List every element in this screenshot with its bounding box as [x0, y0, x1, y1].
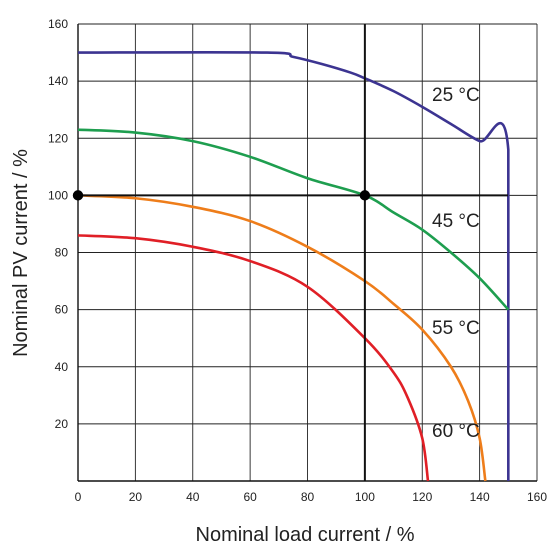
- x-tick-label: 40: [186, 490, 200, 504]
- x-tick-label: 160: [527, 490, 547, 504]
- y-tick-label: 100: [48, 188, 68, 202]
- series-label-45c: 45 °C: [432, 211, 480, 232]
- y-tick-label: 160: [48, 17, 68, 31]
- series-label-25c: 25 °C: [432, 85, 480, 106]
- x-tick-label: 80: [301, 490, 315, 504]
- y-tick-label: 60: [55, 303, 69, 317]
- reference-point: [72, 190, 84, 201]
- x-tick-label: 60: [243, 490, 257, 504]
- series-label-60c: 60 °C: [432, 421, 480, 442]
- series-label-55c: 55 °C: [432, 318, 480, 339]
- x-axis-title: Nominal load current / %: [196, 524, 415, 546]
- x-tick-label: 140: [470, 490, 490, 504]
- series-labels: 25 °C 45 °C 55 °C 60 °C: [432, 85, 480, 442]
- y-tick-label: 140: [48, 74, 68, 88]
- series-line-55c: [77, 194, 487, 482]
- reference-point: [359, 190, 371, 201]
- x-tick-label: 0: [75, 490, 82, 504]
- y-tick-label: 40: [55, 360, 69, 374]
- reference-lines: [72, 24, 508, 481]
- y-axis-title: Nominal PV current / %: [10, 149, 32, 357]
- y-tick-label: 120: [48, 131, 68, 145]
- y-tick-label: 20: [55, 417, 69, 431]
- x-tick-label: 100: [355, 490, 375, 504]
- series-line-25c: [77, 50, 510, 481]
- tick-labels: 0 20 40 60 80 100 120 140 160 20 40 60 80 100 120 140 16…: [48, 17, 547, 504]
- y-tick-label: 80: [55, 246, 69, 260]
- x-tick-label: 20: [129, 490, 143, 504]
- x-tick-label: 120: [412, 490, 432, 504]
- series-line-60c: [77, 234, 430, 482]
- series-lines: [77, 50, 510, 482]
